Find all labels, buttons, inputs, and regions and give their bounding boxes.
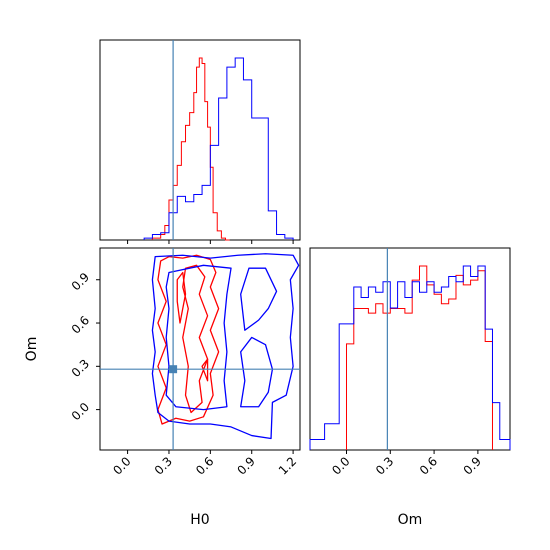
om-x-tick-label-2: 0.6 bbox=[417, 454, 440, 477]
contour-0-level-1 bbox=[182, 264, 209, 414]
h0-x-tick-label-0: 0.0 bbox=[110, 454, 133, 477]
contour-0-level-0 bbox=[157, 254, 220, 425]
om-histograms bbox=[309, 265, 511, 450]
axes-frame-h0-marginal bbox=[99, 39, 301, 241]
om-x-tick-label-0: 0.0 bbox=[329, 454, 352, 477]
h0-x-tick-label-1: 0.3 bbox=[152, 454, 175, 477]
om-x-tick-label-1: 0.3 bbox=[373, 454, 396, 477]
om-y-tick-label-0: 0.0 bbox=[69, 400, 92, 423]
contours bbox=[151, 253, 300, 440]
h0-hist-series-1 bbox=[143, 57, 294, 240]
axes-frame-om-marginal bbox=[309, 247, 511, 451]
h0-hist-series-0 bbox=[151, 57, 230, 241]
panel-om-marginal: 0.0 0.3 0.6 0.9 Om bbox=[309, 247, 511, 528]
contour-0-level-2 bbox=[176, 271, 187, 324]
h0-x-tick-label-2: 0.6 bbox=[193, 454, 216, 477]
om-x-tick-label-3: 0.9 bbox=[461, 454, 484, 477]
contour-1-level-1 bbox=[165, 264, 232, 411]
om-x-axis: 0.0 0.3 0.6 0.9 bbox=[329, 450, 484, 478]
axes-frame-contour bbox=[99, 247, 301, 451]
h0-xlabel: H0 bbox=[190, 512, 209, 528]
om-y-axis: 0.0 0.3 0.6 0.9 bbox=[69, 270, 100, 423]
om-y-tick-label-3: 0.9 bbox=[69, 270, 92, 293]
om-hist-series-0 bbox=[345, 265, 493, 450]
h0-histograms bbox=[143, 57, 294, 241]
om-xlabel: Om bbox=[398, 512, 423, 528]
contour-0-level-3 bbox=[201, 358, 209, 382]
h0-x-axis: 0.0 0.3 0.6 0.9 1.2 bbox=[110, 450, 299, 478]
om-ylabel: Om bbox=[24, 337, 40, 362]
contour-1-level-2 bbox=[240, 267, 278, 331]
om-y-tick-label-2: 0.6 bbox=[69, 313, 92, 336]
panel-h0-om-contour: 0.0 0.3 0.6 0.9 1.2 0.0 0.3 0.6 0.9 H0 Om bbox=[24, 247, 301, 528]
panel-h0-marginal bbox=[99, 39, 301, 244]
om-hist-series-1 bbox=[309, 265, 511, 450]
contour-1-level-3 bbox=[240, 336, 274, 408]
om-y-tick-label-1: 0.3 bbox=[69, 357, 92, 380]
contour-1-level-0 bbox=[151, 253, 300, 440]
h0-marginal-ticks bbox=[127, 240, 294, 244]
h0-x-tick-label-4: 1.2 bbox=[276, 454, 299, 477]
truth-marker bbox=[169, 365, 178, 374]
h0-x-tick-label-3: 0.9 bbox=[234, 454, 257, 477]
